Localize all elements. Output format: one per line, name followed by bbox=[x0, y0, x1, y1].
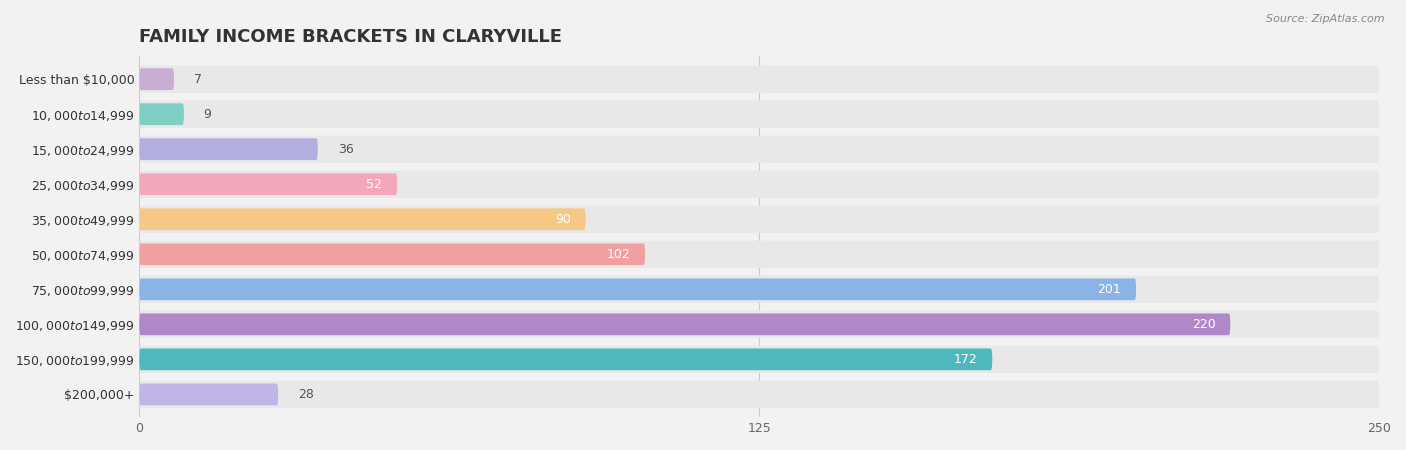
FancyBboxPatch shape bbox=[139, 206, 1379, 233]
Text: 172: 172 bbox=[953, 353, 977, 366]
FancyBboxPatch shape bbox=[139, 243, 645, 265]
FancyBboxPatch shape bbox=[139, 279, 1136, 300]
FancyBboxPatch shape bbox=[139, 276, 1379, 303]
FancyBboxPatch shape bbox=[139, 348, 993, 370]
Text: 52: 52 bbox=[367, 178, 382, 191]
FancyBboxPatch shape bbox=[139, 100, 1379, 128]
Text: 220: 220 bbox=[1192, 318, 1215, 331]
Text: 36: 36 bbox=[337, 143, 353, 156]
FancyBboxPatch shape bbox=[139, 68, 174, 90]
Text: 201: 201 bbox=[1098, 283, 1121, 296]
FancyBboxPatch shape bbox=[139, 138, 318, 160]
FancyBboxPatch shape bbox=[139, 66, 1379, 93]
FancyBboxPatch shape bbox=[139, 314, 1230, 335]
FancyBboxPatch shape bbox=[139, 241, 1379, 268]
FancyBboxPatch shape bbox=[139, 346, 1379, 373]
FancyBboxPatch shape bbox=[139, 381, 1379, 408]
Text: FAMILY INCOME BRACKETS IN CLARYVILLE: FAMILY INCOME BRACKETS IN CLARYVILLE bbox=[139, 28, 562, 46]
Text: 90: 90 bbox=[555, 213, 571, 226]
FancyBboxPatch shape bbox=[139, 171, 1379, 198]
FancyBboxPatch shape bbox=[139, 135, 1379, 163]
Text: Source: ZipAtlas.com: Source: ZipAtlas.com bbox=[1267, 14, 1385, 23]
FancyBboxPatch shape bbox=[139, 310, 1379, 338]
FancyBboxPatch shape bbox=[139, 208, 585, 230]
FancyBboxPatch shape bbox=[139, 383, 278, 405]
Text: 9: 9 bbox=[204, 108, 212, 121]
Text: 28: 28 bbox=[298, 388, 314, 401]
FancyBboxPatch shape bbox=[139, 173, 396, 195]
Text: 102: 102 bbox=[606, 248, 630, 261]
Text: 7: 7 bbox=[194, 72, 202, 86]
FancyBboxPatch shape bbox=[139, 104, 184, 125]
